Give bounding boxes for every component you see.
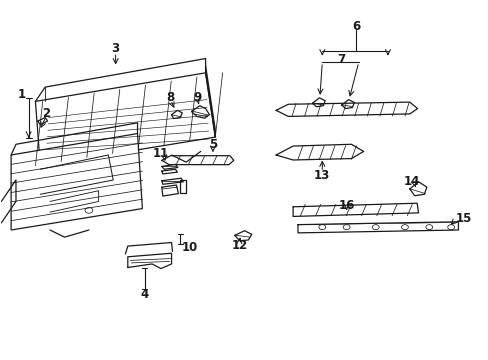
Text: 1: 1: [18, 88, 26, 101]
Text: 13: 13: [313, 169, 330, 182]
Text: 10: 10: [182, 240, 198, 254]
Text: 4: 4: [141, 288, 149, 301]
Text: 9: 9: [193, 91, 202, 104]
Text: 14: 14: [403, 175, 420, 188]
Text: 2: 2: [42, 107, 50, 120]
Text: 12: 12: [231, 239, 247, 252]
Polygon shape: [35, 73, 215, 166]
Text: 3: 3: [111, 42, 120, 55]
Text: 15: 15: [455, 212, 471, 225]
Text: 16: 16: [338, 199, 354, 212]
Text: 11: 11: [152, 147, 168, 160]
Polygon shape: [11, 134, 142, 230]
Text: 7: 7: [337, 53, 345, 66]
Text: 5: 5: [208, 138, 217, 151]
Text: 6: 6: [351, 20, 360, 33]
Text: 8: 8: [166, 91, 174, 104]
